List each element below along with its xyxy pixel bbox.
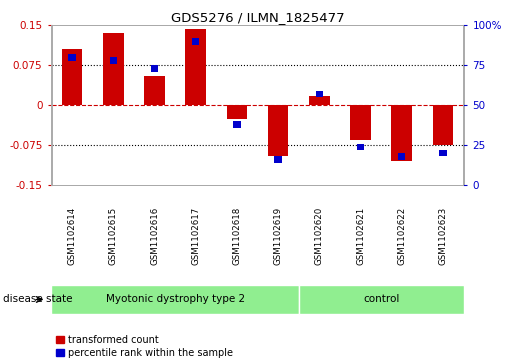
Legend: transformed count, percentile rank within the sample: transformed count, percentile rank withi… — [56, 335, 233, 358]
Bar — [233, 121, 241, 128]
Bar — [192, 38, 199, 45]
Text: GSM1102619: GSM1102619 — [273, 207, 283, 265]
Text: GSM1102620: GSM1102620 — [315, 207, 324, 265]
Bar — [68, 54, 76, 61]
Bar — [309, 96, 330, 105]
Bar — [52, 285, 299, 314]
Text: GSM1102615: GSM1102615 — [109, 207, 118, 265]
Bar — [62, 49, 82, 105]
Bar — [391, 105, 412, 161]
Bar — [357, 144, 364, 150]
Bar — [398, 153, 405, 160]
Text: disease state: disease state — [3, 294, 72, 305]
Text: GSM1102621: GSM1102621 — [356, 207, 365, 265]
Text: control: control — [363, 294, 399, 305]
Bar — [350, 105, 371, 140]
Bar — [103, 33, 124, 105]
Bar — [439, 150, 447, 156]
Bar — [268, 105, 288, 156]
Bar — [433, 105, 453, 145]
Bar — [227, 105, 247, 119]
Bar — [316, 91, 323, 97]
Text: GSM1102618: GSM1102618 — [232, 207, 242, 265]
Text: GSM1102617: GSM1102617 — [191, 207, 200, 265]
Text: GSM1102614: GSM1102614 — [67, 207, 77, 265]
Bar — [110, 57, 117, 64]
Bar — [185, 29, 206, 105]
Text: Myotonic dystrophy type 2: Myotonic dystrophy type 2 — [106, 294, 245, 305]
Bar — [144, 76, 165, 105]
Bar — [274, 156, 282, 163]
Text: GSM1102622: GSM1102622 — [397, 207, 406, 265]
Title: GDS5276 / ILMN_1825477: GDS5276 / ILMN_1825477 — [170, 11, 345, 24]
Text: GSM1102623: GSM1102623 — [438, 207, 448, 265]
Text: GSM1102616: GSM1102616 — [150, 207, 159, 265]
Bar — [299, 285, 464, 314]
Bar — [151, 65, 158, 72]
